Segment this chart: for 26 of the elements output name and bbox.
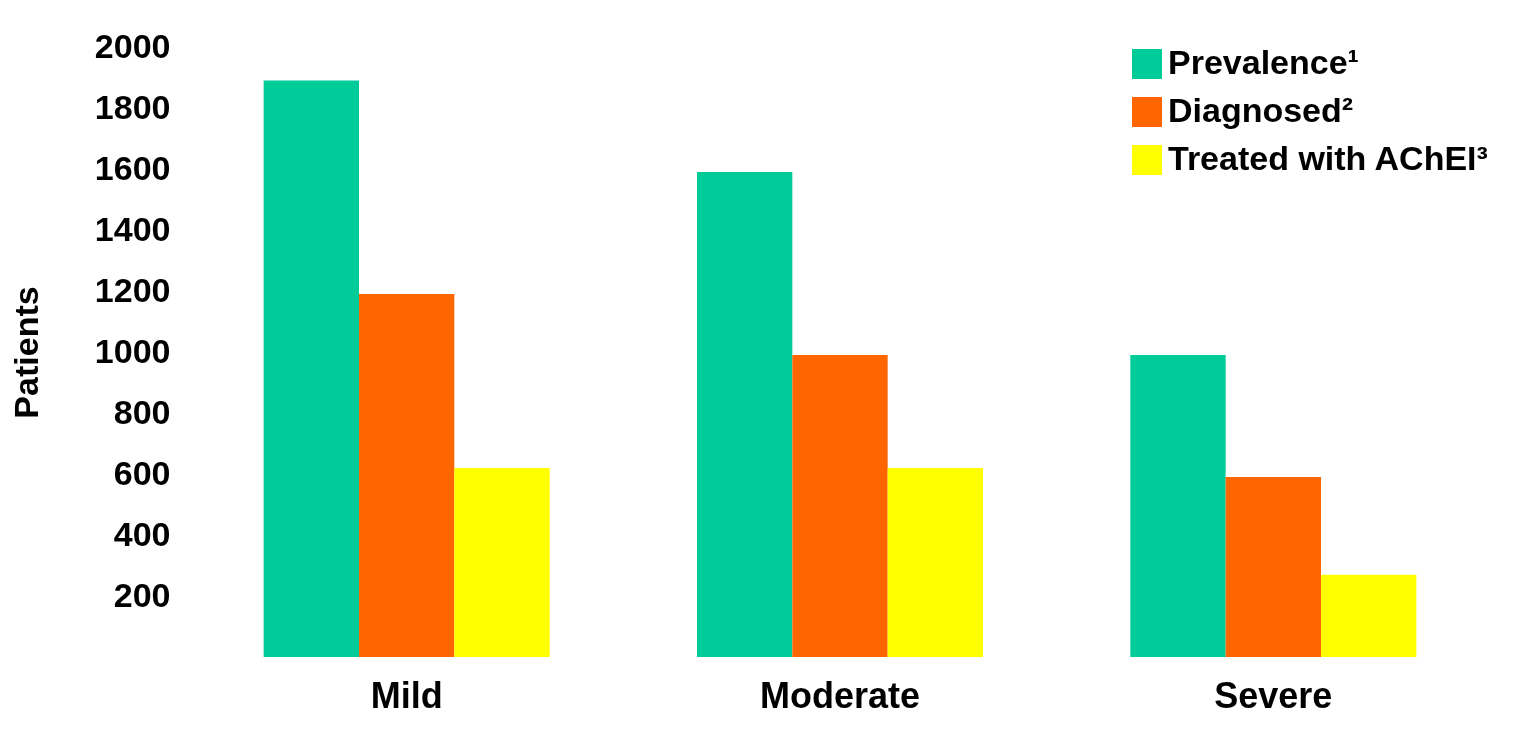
y-tick-label: 1800	[94, 87, 171, 126]
bar	[792, 355, 888, 657]
y-tick-label: 2000	[94, 26, 171, 65]
x-tick-label: Moderate	[759, 674, 921, 716]
bar	[1321, 574, 1417, 657]
bar	[454, 467, 550, 657]
y-tick-label: 200	[113, 575, 171, 614]
x-tick-label: Mild	[370, 674, 443, 716]
y-axis-title: Patients	[6, 286, 45, 419]
y-tick-label: 400	[113, 514, 171, 553]
bar	[887, 467, 983, 657]
legend-label: Treated with AChEI³	[1168, 139, 1488, 177]
legend-label: Diagnosed²	[1168, 91, 1354, 129]
y-tick-label: 800	[113, 392, 171, 431]
bar	[263, 80, 359, 657]
bar	[1130, 355, 1226, 657]
x-tick-label: Severe	[1214, 674, 1333, 716]
bar	[359, 294, 455, 657]
legend-label: Prevalence¹	[1168, 43, 1359, 81]
bar	[697, 172, 793, 657]
y-tick-label: 1000	[94, 331, 171, 370]
y-tick-label: 1400	[94, 209, 171, 248]
y-tick-label: 600	[113, 453, 171, 492]
y-tick-label: 1600	[94, 148, 171, 187]
bar	[1225, 477, 1321, 657]
y-tick-label: 1200	[94, 270, 171, 309]
